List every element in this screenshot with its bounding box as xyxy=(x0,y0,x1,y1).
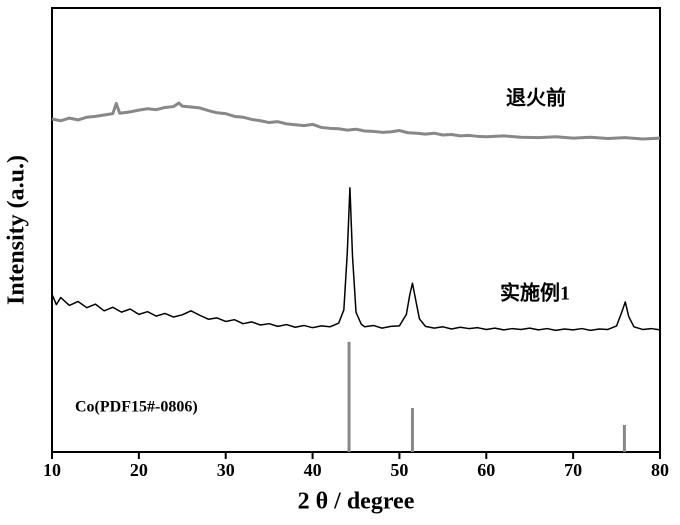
x-tick-label: 10 xyxy=(43,460,61,480)
annotation: 实施例1 xyxy=(500,281,570,305)
x-tick-label: 30 xyxy=(217,460,235,480)
x-tick-label: 70 xyxy=(564,460,582,480)
xrd-curve xyxy=(52,103,660,139)
plot-frame xyxy=(52,8,660,452)
x-tick-label: 20 xyxy=(130,460,148,480)
annotation: Co(PDF15#-0806) xyxy=(75,399,198,416)
page: 2 θ / degree Intensity (a.u.) 10 20 30 40 50… xyxy=(0,0,680,525)
annotation: 退火前 xyxy=(506,86,566,110)
y-axis-label: Intensity (a.u.) xyxy=(4,155,30,305)
x-tick-label: 40 xyxy=(304,460,322,480)
chart: 2 θ / degree Intensity (a.u.) 10 20 30 40 50… xyxy=(0,0,680,525)
x-tick-label: 50 xyxy=(390,460,408,480)
x-tick-label: 80 xyxy=(651,460,669,480)
x-tick-label: 60 xyxy=(477,460,495,480)
x-axis-label: 2 θ / degree xyxy=(298,489,415,515)
xrd-curve xyxy=(52,188,660,331)
